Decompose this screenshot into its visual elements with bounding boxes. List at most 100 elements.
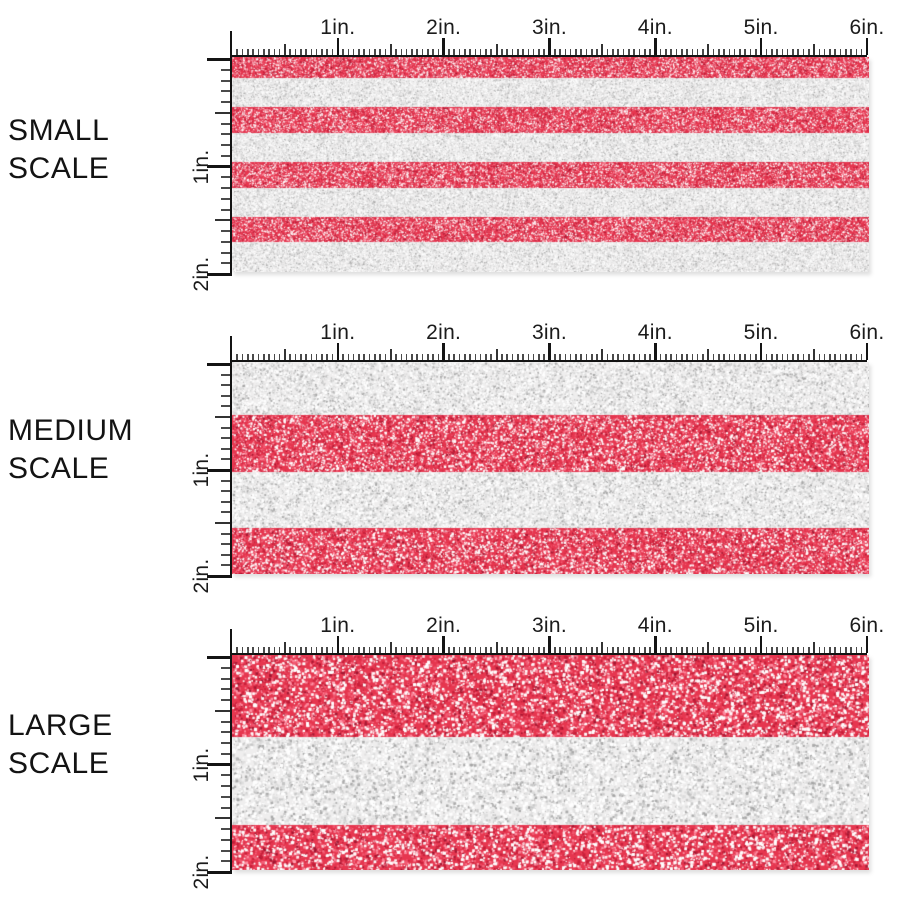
h-ruler-half-tick — [495, 642, 498, 653]
h-ruler-minor-tick — [405, 354, 408, 360]
h-ruler-half-tick — [813, 44, 816, 55]
h-ruler-minor-tick — [464, 49, 466, 55]
h-ruler-minor-tick — [479, 647, 482, 653]
h-ruler-minor-tick — [342, 49, 344, 55]
v-ruler-minor-tick — [221, 774, 230, 777]
h-ruler-minor-tick — [792, 49, 794, 55]
h-ruler-minor-tick — [426, 49, 429, 55]
h-ruler-major-tick — [548, 38, 551, 55]
h-ruler-minor-tick — [543, 354, 545, 360]
h-ruler-minor-tick — [823, 647, 826, 653]
h-ruler-minor-tick — [474, 49, 477, 55]
h-ruler-minor-tick — [368, 354, 371, 360]
v-ruler-minor-tick — [221, 384, 230, 387]
h-ruler-minor-tick — [559, 354, 561, 360]
h-ruler-minor-tick — [702, 647, 704, 653]
v-ruler-minor-tick — [221, 511, 230, 514]
h-ruler-minor-tick — [538, 49, 540, 55]
h-ruler-major-tick — [865, 636, 869, 653]
h-ruler-major-tick — [442, 636, 445, 653]
h-ruler-minor-tick — [384, 49, 387, 55]
h-ruler-minor-tick — [448, 49, 450, 55]
fabric-swatch-small — [232, 57, 869, 272]
v-ruler-minor-tick — [221, 187, 230, 189]
h-ruler-minor-tick — [839, 49, 842, 55]
h-ruler-minor-tick — [850, 49, 852, 55]
h-ruler-half-tick — [495, 44, 498, 55]
h-ruler-minor-tick — [458, 354, 461, 360]
h-ruler-major-tick — [759, 38, 763, 55]
h-ruler-minor-tick — [612, 49, 614, 55]
h-ruler-minor-tick — [278, 647, 281, 653]
h-ruler-minor-tick — [257, 354, 260, 360]
h-ruler-minor-tick — [506, 49, 508, 55]
h-ruler-minor-tick — [802, 354, 805, 360]
h-ruler-major-tick — [336, 38, 340, 55]
h-ruler-minor-tick — [268, 354, 270, 360]
h-ruler-minor-tick — [818, 49, 821, 55]
h-ruler-label: 4in. — [637, 16, 673, 39]
h-ruler-minor-tick — [416, 354, 418, 360]
h-ruler-minor-tick — [506, 354, 508, 360]
h-ruler-minor-tick — [691, 49, 694, 55]
h-ruler-major-tick — [336, 636, 340, 653]
h-ruler-minor-tick — [469, 49, 471, 55]
h-ruler-minor-tick — [675, 49, 678, 55]
v-ruler-major-tick — [207, 272, 230, 276]
v-ruler-minor-tick — [221, 122, 230, 125]
h-ruler-minor-tick — [532, 647, 535, 653]
h-ruler-minor-tick — [411, 647, 413, 653]
h-ruler-minor-tick — [696, 49, 699, 55]
h-ruler-minor-tick — [485, 354, 487, 360]
v-ruler-minor-tick — [221, 490, 230, 493]
v-ruler-minor-tick — [221, 197, 230, 200]
h-ruler-minor-tick — [728, 647, 731, 653]
v-ruler-minor-tick — [221, 564, 230, 567]
h-ruler-minor-tick — [527, 49, 530, 55]
v-ruler-half-tick — [215, 219, 230, 222]
h-ruler-minor-tick — [331, 647, 334, 653]
h-ruler-minor-tick — [252, 49, 254, 55]
h-ruler-minor-tick — [358, 354, 360, 360]
h-ruler-minor-tick — [421, 49, 424, 55]
h-ruler-minor-tick — [723, 49, 725, 55]
h-ruler-minor-tick — [675, 354, 678, 360]
v-ruler-minor-tick — [221, 752, 230, 755]
h-ruler-minor-tick — [638, 647, 641, 653]
h-ruler-minor-tick — [310, 354, 313, 360]
h-ruler-minor-tick — [559, 49, 561, 55]
h-ruler-minor-tick — [633, 49, 635, 55]
h-ruler-minor-tick — [236, 354, 239, 360]
h-ruler-minor-tick — [432, 354, 434, 360]
h-ruler-minor-tick — [469, 354, 471, 360]
h-ruler-minor-tick — [792, 647, 794, 653]
h-ruler-minor-tick — [860, 354, 863, 360]
h-ruler-minor-tick — [628, 647, 630, 653]
h-ruler-minor-tick — [485, 49, 487, 55]
h-ruler-minor-tick — [786, 49, 789, 55]
fabric-swatch-large — [232, 655, 869, 870]
h-ruler-minor-tick — [469, 647, 471, 653]
h-ruler-minor-tick — [490, 49, 493, 55]
h-ruler-minor-tick — [860, 647, 863, 653]
h-ruler-minor-tick — [453, 49, 456, 55]
ruler-corner-line — [230, 31, 232, 276]
h-ruler-minor-tick — [723, 647, 725, 653]
h-ruler-minor-tick — [649, 647, 651, 653]
h-ruler-minor-tick — [665, 354, 667, 360]
h-ruler-label: 5in. — [743, 16, 779, 39]
h-ruler-baseline — [230, 360, 867, 362]
h-ruler-minor-tick — [358, 49, 360, 55]
h-ruler-minor-tick — [538, 647, 540, 653]
h-ruler-minor-tick — [691, 647, 694, 653]
h-ruler-minor-tick — [315, 354, 318, 360]
h-ruler-minor-tick — [807, 647, 810, 653]
h-ruler-minor-tick — [352, 354, 355, 360]
v-ruler-minor-tick — [221, 373, 230, 376]
h-ruler-label: 4in. — [637, 614, 673, 637]
h-ruler-minor-tick — [368, 647, 371, 653]
v-ruler-major-tick — [207, 574, 230, 578]
v-ruler-label: 2in. — [190, 256, 213, 292]
h-ruler-minor-tick — [437, 647, 440, 653]
